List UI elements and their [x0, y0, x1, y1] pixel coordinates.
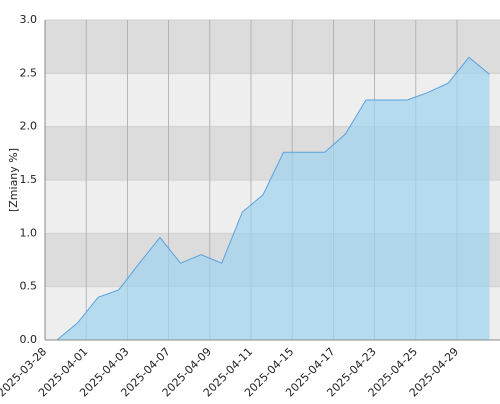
- y-tick-label: 2.0: [20, 120, 38, 133]
- y-tick-label: 3.0: [20, 13, 38, 26]
- y-tick-label: 1.0: [20, 226, 38, 239]
- line: [56, 56, 490, 341]
- y-tick-label: 0.5: [20, 280, 38, 293]
- y-tick-label: 1.5: [20, 173, 38, 186]
- area: [56, 57, 490, 340]
- y-axis-label: [Zmiany %]: [7, 148, 20, 212]
- grid-band: [45, 20, 500, 74]
- y-tick-label: 2.5: [20, 66, 38, 79]
- y-tick-label: 0.0: [20, 333, 38, 346]
